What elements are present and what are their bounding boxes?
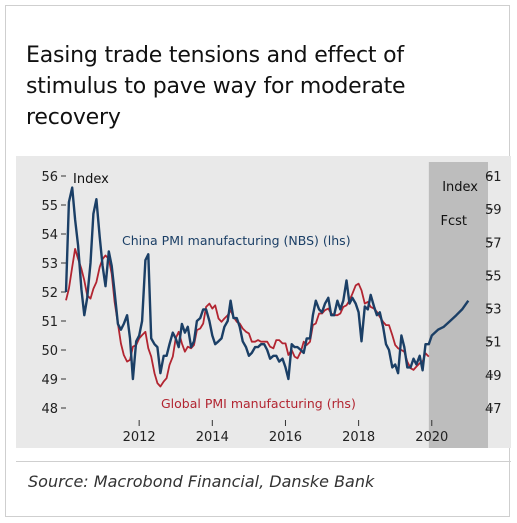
- forecast-band: [428, 162, 488, 448]
- forecast-label: Fcst: [441, 214, 468, 229]
- left-axis-tick-label: 53: [41, 257, 58, 272]
- left-axis-tick-label: 52: [41, 286, 58, 301]
- left-axis-tick-label: 54: [41, 228, 58, 243]
- china-series-label: China PMI manufacturing (NBS) (lhs): [122, 233, 351, 248]
- right-axis-unit-label: Index: [442, 180, 478, 195]
- chart-card: Easing trade tensions and effect of stim…: [5, 5, 511, 517]
- left-axis-tick-label: 55: [41, 199, 58, 214]
- right-axis-tick-label: 49: [485, 369, 502, 384]
- china-pmi-line: [64, 186, 470, 381]
- source-note: Source: Macrobond Financial, Danske Bank: [28, 472, 375, 491]
- chart-svg: 48 49 50 51 52 53 54 55 56 47 49 51 53 55 57 59 61 2012 20…: [41, 162, 502, 448]
- left-axis-tick-label: 51: [41, 315, 58, 330]
- right-axis-tick-label: 51: [485, 336, 502, 351]
- x-axis-tick-label: 2020: [415, 430, 448, 445]
- x-axis-tick-label: 2016: [269, 430, 302, 445]
- right-axis-tick-label: 61: [485, 170, 502, 185]
- left-axis-tick-label: 48: [41, 402, 58, 417]
- left-axis-unit-label: Index: [73, 172, 109, 187]
- chart-plot-area: 48 49 50 51 52 53 54 55 56 47 49 51 53 55 57 59 61 2012 20…: [16, 156, 511, 448]
- chart-title: Easing trade tensions and effect of stim…: [26, 43, 406, 130]
- x-axis-tick-label: 2012: [123, 430, 156, 445]
- x-axis-tick-label: 2014: [196, 430, 229, 445]
- left-axis-tick-label: 50: [41, 344, 58, 359]
- right-axis-tick-label: 59: [485, 203, 502, 218]
- right-axis-tick-label: 53: [485, 303, 502, 318]
- global-pmi-line: [65, 248, 430, 388]
- right-axis-tick-label: 57: [485, 236, 502, 251]
- right-axis-tick-label: 47: [485, 402, 502, 417]
- left-axis-tick-label: 56: [41, 170, 58, 185]
- source-divider: [16, 461, 511, 462]
- right-axis-tick-label: 55: [485, 269, 502, 284]
- x-axis-tick-label: 2018: [342, 430, 375, 445]
- left-axis-tick-label: 49: [41, 373, 58, 388]
- global-series-label: Global PMI manufacturing (rhs): [161, 396, 356, 411]
